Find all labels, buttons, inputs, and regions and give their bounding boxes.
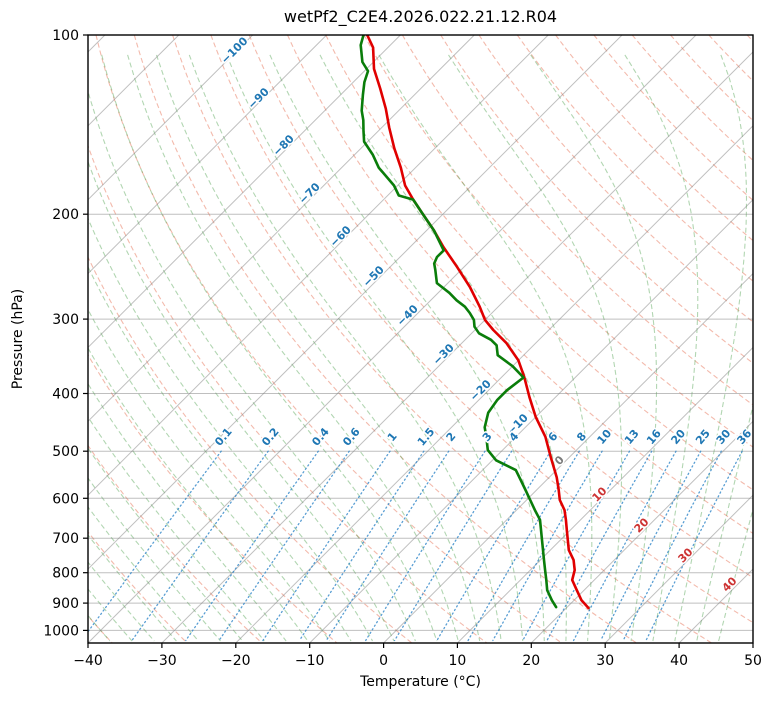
moist-adiabats — [88, 54, 753, 642]
x-tick-labels: −40 −30 −20 −10 0 10 20 30 40 50 — [73, 653, 762, 669]
svg-text:−70: −70 — [296, 180, 323, 207]
svg-text:10: 10 — [448, 653, 466, 669]
svg-text:−40: −40 — [73, 653, 103, 669]
svg-text:25: 25 — [693, 427, 713, 447]
svg-text:40: 40 — [670, 653, 688, 669]
svg-text:600: 600 — [52, 491, 79, 507]
axes-frame — [87, 34, 754, 644]
svg-text:3: 3 — [480, 430, 495, 444]
y-tick-labels: 100 200 300 400 500 600 700 800 900 1000 — [43, 28, 79, 639]
svg-text:0.1: 0.1 — [212, 425, 234, 448]
dewpoint-line — [359, 35, 558, 609]
svg-text:−90: −90 — [245, 85, 272, 112]
svg-text:700: 700 — [52, 531, 79, 547]
dry-adiabats — [88, 35, 753, 643]
temperature-line — [365, 35, 590, 610]
svg-text:−30: −30 — [430, 341, 457, 368]
x-axis-label: Temperature (°C) — [360, 674, 481, 690]
svg-text:50: 50 — [744, 653, 762, 669]
svg-text:−100: −100 — [219, 34, 251, 66]
svg-text:1: 1 — [385, 430, 400, 444]
svg-text:40: 40 — [720, 574, 740, 594]
svg-text:−10: −10 — [295, 653, 325, 669]
svg-text:1000: 1000 — [43, 623, 79, 639]
svg-text:8: 8 — [574, 430, 589, 444]
svg-text:900: 900 — [52, 596, 79, 612]
svg-text:30: 30 — [596, 653, 614, 669]
svg-text:13: 13 — [622, 427, 642, 447]
mixing-ratio-lines — [88, 450, 743, 642]
y-axis-label: Pressure (hPa) — [10, 288, 26, 390]
svg-text:300: 300 — [52, 312, 79, 328]
svg-text:400: 400 — [52, 387, 79, 403]
svg-text:0: 0 — [379, 653, 388, 669]
svg-text:−30: −30 — [147, 653, 177, 669]
tick-marks — [83, 34, 754, 648]
svg-text:2: 2 — [444, 430, 459, 444]
chart-title: wetPf2_C2E4.2026.022.21.12.R04 — [283, 7, 558, 26]
svg-text:20: 20 — [522, 653, 540, 669]
svg-text:−20: −20 — [221, 653, 251, 669]
svg-text:−50: −50 — [360, 263, 387, 290]
plot-lines — [88, 35, 753, 643]
svg-text:10: 10 — [590, 484, 610, 504]
svg-text:200: 200 — [52, 207, 79, 223]
svg-text:800: 800 — [52, 566, 79, 582]
gridlines — [88, 35, 753, 643]
svg-text:−60: −60 — [327, 223, 354, 250]
svg-text:36: 36 — [735, 427, 755, 447]
svg-text:500: 500 — [52, 444, 79, 460]
svg-text:0.2: 0.2 — [259, 425, 281, 448]
svg-text:16: 16 — [644, 427, 664, 447]
svg-text:0.4: 0.4 — [309, 425, 332, 449]
svg-text:30: 30 — [676, 545, 696, 565]
svg-text:20: 20 — [632, 515, 652, 535]
svg-text:−40: −40 — [394, 302, 421, 329]
svg-text:−80: −80 — [270, 132, 297, 159]
svg-text:100: 100 — [52, 28, 79, 44]
